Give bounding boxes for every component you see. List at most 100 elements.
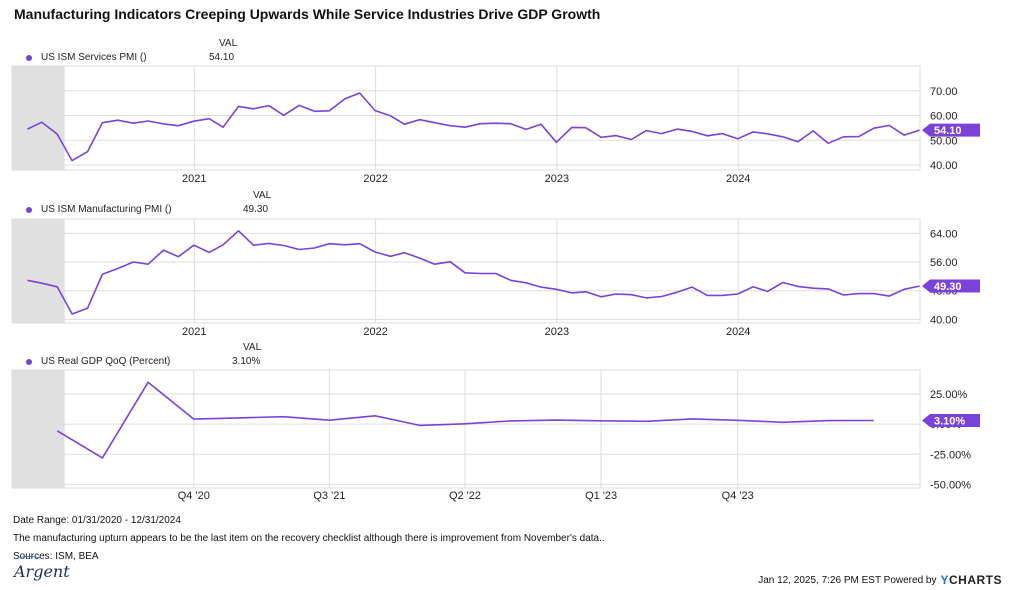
data-point[interactable] [644, 129, 648, 133]
data-point[interactable] [796, 140, 800, 144]
data-point[interactable] [524, 281, 528, 285]
data-point[interactable] [313, 246, 317, 250]
data-point[interactable] [146, 380, 150, 384]
data-point[interactable] [554, 140, 558, 144]
data-point[interactable] [705, 134, 709, 138]
data-point[interactable] [418, 423, 422, 427]
data-point[interactable] [70, 312, 74, 316]
data-point[interactable] [644, 296, 648, 300]
data-point[interactable] [373, 109, 377, 113]
data-point[interactable] [116, 266, 120, 270]
data-point[interactable] [918, 284, 922, 288]
data-point[interactable] [161, 248, 165, 252]
data-point[interactable] [358, 91, 362, 95]
data-point[interactable] [494, 272, 498, 276]
data-point[interactable] [192, 417, 196, 421]
data-point[interactable] [207, 250, 211, 254]
data-point[interactable] [826, 287, 830, 291]
data-point[interactable] [690, 129, 694, 133]
legend-gdp[interactable]: US Real GDP QoQ (Percent) [26, 356, 170, 367]
data-point[interactable] [282, 415, 286, 419]
data-point[interactable] [570, 291, 574, 295]
data-point[interactable] [629, 293, 633, 297]
data-point[interactable] [297, 103, 301, 107]
data-point[interactable] [539, 285, 543, 289]
data-point[interactable] [327, 242, 331, 246]
data-point[interactable] [599, 419, 603, 423]
data-point[interactable] [842, 135, 846, 139]
series-line[interactable] [56, 381, 874, 459]
data-point[interactable] [40, 120, 44, 124]
data-point[interactable] [402, 122, 406, 126]
data-point[interactable] [373, 250, 377, 254]
series-line[interactable] [27, 92, 920, 162]
data-point[interactable] [100, 121, 104, 125]
data-point[interactable] [675, 290, 679, 294]
data-point[interactable] [720, 132, 724, 136]
data-point[interactable] [25, 127, 29, 131]
data-point[interactable] [86, 306, 90, 310]
data-point[interactable] [55, 285, 59, 289]
data-point[interactable] [660, 132, 664, 136]
data-point[interactable] [614, 292, 618, 296]
data-point[interactable] [267, 104, 271, 108]
data-point[interactable] [690, 417, 694, 421]
data-point[interactable] [796, 284, 800, 288]
data-point[interactable] [509, 278, 513, 282]
data-point[interactable] [176, 255, 180, 259]
data-point[interactable] [100, 456, 104, 460]
data-point[interactable] [872, 418, 876, 422]
data-point[interactable] [55, 132, 59, 136]
data-point[interactable] [343, 243, 347, 247]
data-point[interactable] [736, 137, 740, 141]
data-point[interactable] [660, 294, 664, 298]
data-point[interactable] [418, 256, 422, 260]
data-point[interactable] [584, 290, 588, 294]
data-point[interactable] [509, 122, 513, 126]
data-point[interactable] [282, 113, 286, 117]
data-point[interactable] [146, 262, 150, 266]
data-point[interactable] [509, 419, 513, 423]
data-point[interactable] [751, 285, 755, 289]
data-point[interactable] [478, 272, 482, 276]
data-point[interactable] [736, 418, 740, 422]
data-point[interactable] [554, 418, 558, 422]
data-point[interactable] [237, 416, 241, 420]
data-point[interactable] [872, 126, 876, 130]
data-point[interactable] [524, 127, 528, 131]
data-point[interactable] [463, 271, 467, 275]
data-point[interactable] [448, 124, 452, 128]
data-point[interactable] [358, 242, 362, 246]
data-point[interactable] [313, 109, 317, 113]
data-point[interactable] [918, 128, 922, 132]
data-point[interactable] [131, 260, 135, 264]
data-point[interactable] [327, 418, 331, 422]
data-point[interactable] [781, 135, 785, 139]
data-point[interactable] [644, 419, 648, 423]
data-point[interactable] [388, 254, 392, 258]
data-point[interactable] [826, 141, 830, 145]
data-point[interactable] [463, 125, 467, 129]
data-point[interactable] [282, 244, 286, 248]
data-point[interactable] [251, 243, 255, 247]
data-point[interactable] [539, 122, 543, 126]
data-point[interactable] [327, 109, 331, 113]
data-point[interactable] [842, 293, 846, 297]
data-point[interactable] [478, 122, 482, 126]
data-point[interactable] [494, 121, 498, 125]
powered-by[interactable]: Jan 12, 2025, 7:26 PM EST Powered by YCH… [758, 573, 1002, 587]
data-point[interactable] [161, 122, 165, 126]
data-point[interactable] [857, 135, 861, 139]
data-point[interactable] [690, 285, 694, 289]
data-point[interactable] [751, 130, 755, 134]
data-point[interactable] [237, 229, 241, 233]
data-point[interactable] [448, 260, 452, 264]
data-point[interactable] [40, 281, 44, 285]
data-point[interactable] [146, 119, 150, 123]
data-point[interactable] [887, 123, 891, 127]
data-point[interactable] [388, 114, 392, 118]
data-point[interactable] [570, 125, 574, 129]
data-point[interactable] [675, 127, 679, 131]
legend-manufacturing[interactable]: US ISM Manufacturing PMI () [26, 204, 172, 215]
data-point[interactable] [463, 422, 467, 426]
